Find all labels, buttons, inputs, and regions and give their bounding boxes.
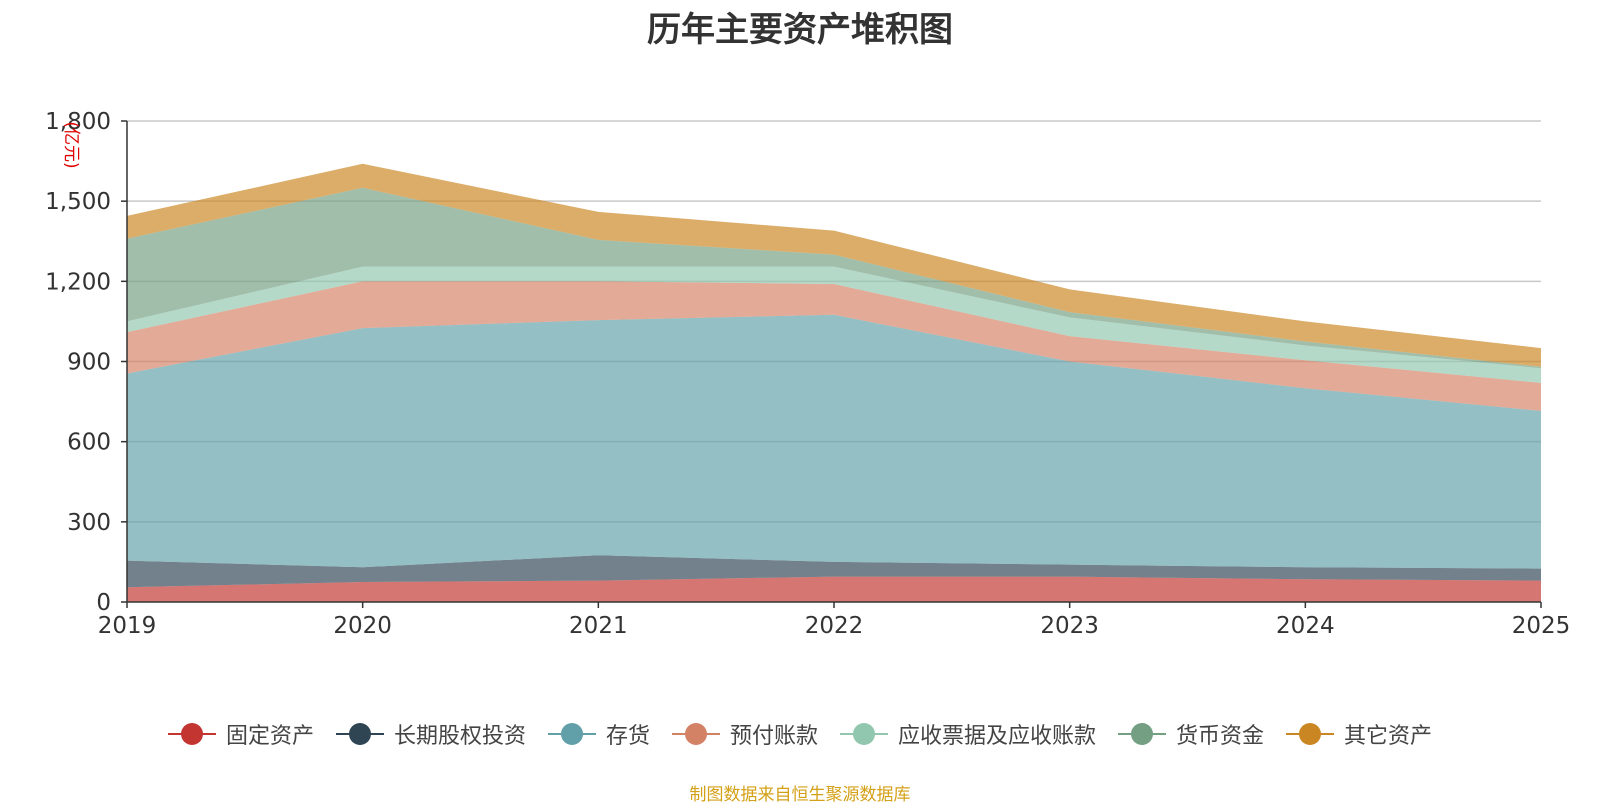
- legend-item[interactable]: 货币资金: [1118, 718, 1264, 750]
- y-tick-label: 1,500: [45, 189, 111, 215]
- legend-dot-icon: [853, 723, 875, 745]
- legend-item[interactable]: 其它资产: [1286, 718, 1432, 750]
- area-series-layer: [127, 163, 1541, 602]
- legend-item[interactable]: 长期股权投资: [335, 718, 526, 750]
- legend-swatch-icon: [335, 722, 384, 746]
- legend-item[interactable]: 存货: [547, 718, 650, 750]
- legend-swatch-icon: [840, 722, 888, 746]
- legend-item[interactable]: 预付账款: [671, 718, 818, 750]
- legend-dot-icon: [1299, 723, 1322, 745]
- x-tick-label: 2019: [98, 613, 157, 639]
- legend-swatch-icon: [671, 722, 720, 746]
- legend-label: 固定资产: [225, 724, 314, 749]
- legend: 固定资产 长期股权投资 存货 预付账款 应收票据及应收账款 货币资金 其它资产: [0, 718, 1600, 750]
- legend-label: 长期股权投资: [393, 724, 526, 749]
- legend-item[interactable]: 固定资产: [167, 718, 314, 750]
- legend-label: 应收票据及应收账款: [898, 724, 1097, 749]
- x-tick-label: 2025: [1512, 613, 1571, 639]
- legend-swatch-icon: [1118, 722, 1167, 746]
- legend-label: 预付账款: [729, 724, 818, 749]
- chart-title: 历年主要资产堆积图: [647, 10, 953, 50]
- x-tick-label: 2023: [1040, 613, 1099, 639]
- legend-dot-icon: [684, 723, 707, 745]
- y-tick-label: 600: [67, 430, 111, 456]
- x-tick-label: 2022: [805, 613, 864, 639]
- y-tick-label: 300: [67, 510, 111, 536]
- area-series: [127, 187, 1541, 369]
- legend-dot-icon: [560, 723, 583, 745]
- area-series: [127, 281, 1541, 411]
- y-tick-label: 1,800: [45, 109, 111, 135]
- source-note: 制图数据来自恒生聚源数据库: [689, 785, 911, 805]
- x-tick-label: 2021: [569, 613, 628, 639]
- stacked-area-chart: 0 300 600 900 1,200 1,500 1,800 2019 2020 2021 202…: [45, 109, 1570, 639]
- y-tick-label: 900: [67, 350, 111, 376]
- legend-label: 其它资产: [1344, 724, 1433, 749]
- y-tick-label: 0: [96, 590, 111, 616]
- area-series: [127, 555, 1541, 588]
- legend-swatch-icon: [167, 722, 216, 746]
- legend-item[interactable]: 应收票据及应收账款: [840, 718, 1096, 750]
- x-tick-label: 2020: [333, 613, 392, 639]
- legend-label: 存货: [605, 724, 650, 749]
- y-axis-unit-label: (亿元): [61, 121, 81, 168]
- legend-swatch-icon: [1286, 722, 1335, 746]
- x-tick-label: 2024: [1276, 613, 1335, 639]
- legend-label: 货币资金: [1176, 724, 1265, 749]
- y-tick-label: 1,200: [45, 269, 111, 295]
- area-series: [127, 163, 1541, 367]
- legend-dot-icon: [1131, 723, 1154, 745]
- legend-dot-icon: [348, 723, 371, 745]
- axes: 0 300 600 900 1,200 1,500 1,800 2019 2020 2021 202…: [45, 109, 1570, 639]
- legend-dot-icon: [180, 723, 203, 745]
- legend-swatch-icon: [547, 722, 596, 746]
- area-series: [127, 576, 1541, 602]
- area-series: [127, 314, 1541, 569]
